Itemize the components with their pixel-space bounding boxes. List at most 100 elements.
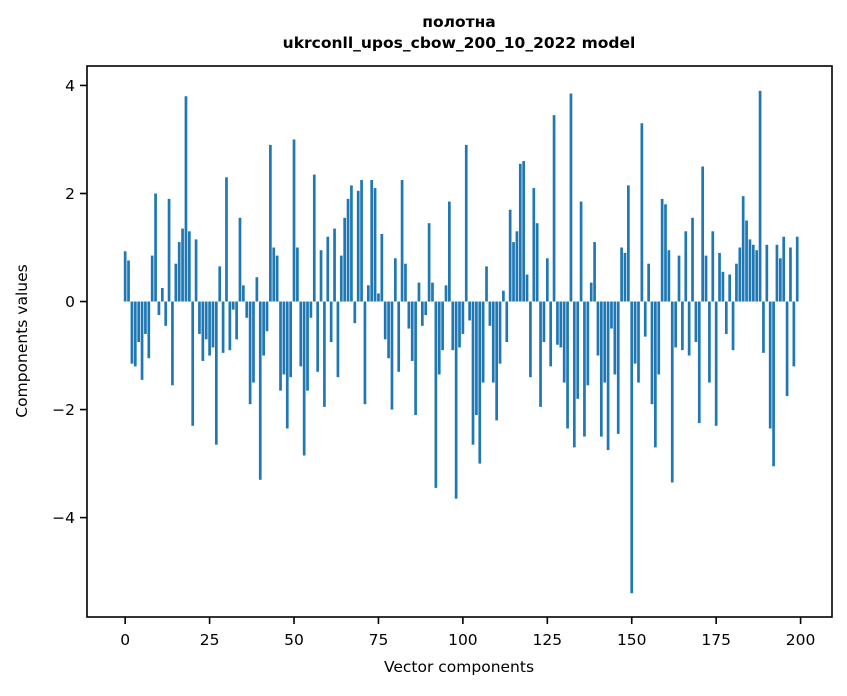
bar: [370, 179, 374, 302]
bar: [221, 301, 225, 353]
bar: [228, 301, 232, 351]
bar: [772, 301, 775, 467]
bar: [272, 247, 276, 302]
bar: [296, 247, 299, 302]
bar: [417, 282, 421, 302]
bar: [502, 290, 505, 302]
bar: [174, 263, 178, 302]
bar: [684, 231, 688, 302]
bar: [458, 301, 461, 348]
bar: [529, 301, 532, 378]
bar: [589, 282, 593, 302]
bar: [323, 301, 326, 407]
bar: [637, 301, 640, 383]
bar: [302, 301, 306, 456]
bar: [748, 239, 752, 302]
bar: [269, 144, 272, 302]
bar: [697, 301, 701, 424]
bar: [718, 252, 721, 302]
bar: [262, 301, 265, 356]
bar: [242, 285, 245, 302]
bar: [258, 301, 262, 480]
bar: [245, 301, 249, 318]
bar: [461, 301, 465, 334]
bar: [552, 115, 556, 302]
bar: [478, 301, 482, 464]
bar: [630, 301, 634, 594]
bar: [285, 301, 289, 429]
bar: [299, 301, 303, 367]
bar: [231, 301, 235, 310]
bar: [488, 301, 492, 326]
plot-border: [86, 65, 833, 618]
bar: [400, 179, 404, 302]
bar: [306, 301, 309, 391]
bar: [309, 301, 313, 318]
bar: [481, 301, 485, 383]
bar: [329, 301, 333, 343]
bar: [643, 301, 647, 337]
bar: [485, 266, 488, 302]
bar: [421, 301, 424, 326]
bar: [424, 301, 428, 316]
bar: [208, 301, 211, 356]
bar: [691, 217, 694, 302]
bar: [721, 271, 725, 302]
bar: [559, 301, 563, 348]
bar: [731, 301, 735, 351]
bar: [782, 236, 786, 302]
bar: [123, 251, 127, 302]
bar: [157, 301, 161, 316]
bar: [187, 231, 191, 302]
bar: [505, 301, 509, 343]
bar: [414, 301, 417, 415]
bar: [525, 274, 529, 302]
bar: [640, 123, 644, 302]
bar: [282, 301, 286, 375]
bar: [795, 236, 799, 302]
ticks-group: 0 25 50 75 100 125 150 175 200 −4 −2 0 2 4: [52, 77, 815, 649]
bar: [150, 255, 154, 302]
bar: [339, 255, 343, 302]
bar: [789, 247, 792, 302]
bar: [775, 244, 779, 302]
bar: [751, 244, 755, 302]
bar: [441, 301, 444, 351]
bar: [681, 301, 684, 351]
bar: [650, 301, 654, 405]
bar: [549, 301, 553, 367]
bar: [177, 242, 181, 302]
bar: [522, 161, 526, 302]
x-tick-label: 100: [448, 631, 478, 649]
bar: [346, 198, 350, 302]
bar: [714, 301, 718, 426]
bar: [444, 285, 448, 302]
bar: [535, 223, 539, 302]
x-tick-label: 150: [617, 631, 647, 649]
x-tick-label: 25: [200, 631, 220, 649]
bar: [599, 301, 603, 437]
bar: [252, 301, 255, 383]
bar: [704, 255, 708, 302]
bar: [333, 228, 336, 302]
bar: [140, 301, 144, 380]
bar: [623, 252, 627, 302]
bar: [745, 220, 748, 302]
bar: [350, 185, 353, 302]
bar: [687, 301, 691, 356]
bar: [583, 301, 586, 437]
bar: [508, 209, 512, 302]
bar: [664, 204, 667, 302]
bar: [238, 217, 242, 302]
bar: [711, 231, 715, 302]
bar: [545, 258, 549, 302]
bar: [515, 231, 519, 302]
bar: [427, 223, 431, 302]
bar: [184, 96, 188, 302]
bar: [360, 179, 363, 302]
bar: [572, 301, 576, 448]
bar: [404, 263, 407, 302]
bar: [194, 239, 198, 302]
bar: [191, 301, 195, 426]
